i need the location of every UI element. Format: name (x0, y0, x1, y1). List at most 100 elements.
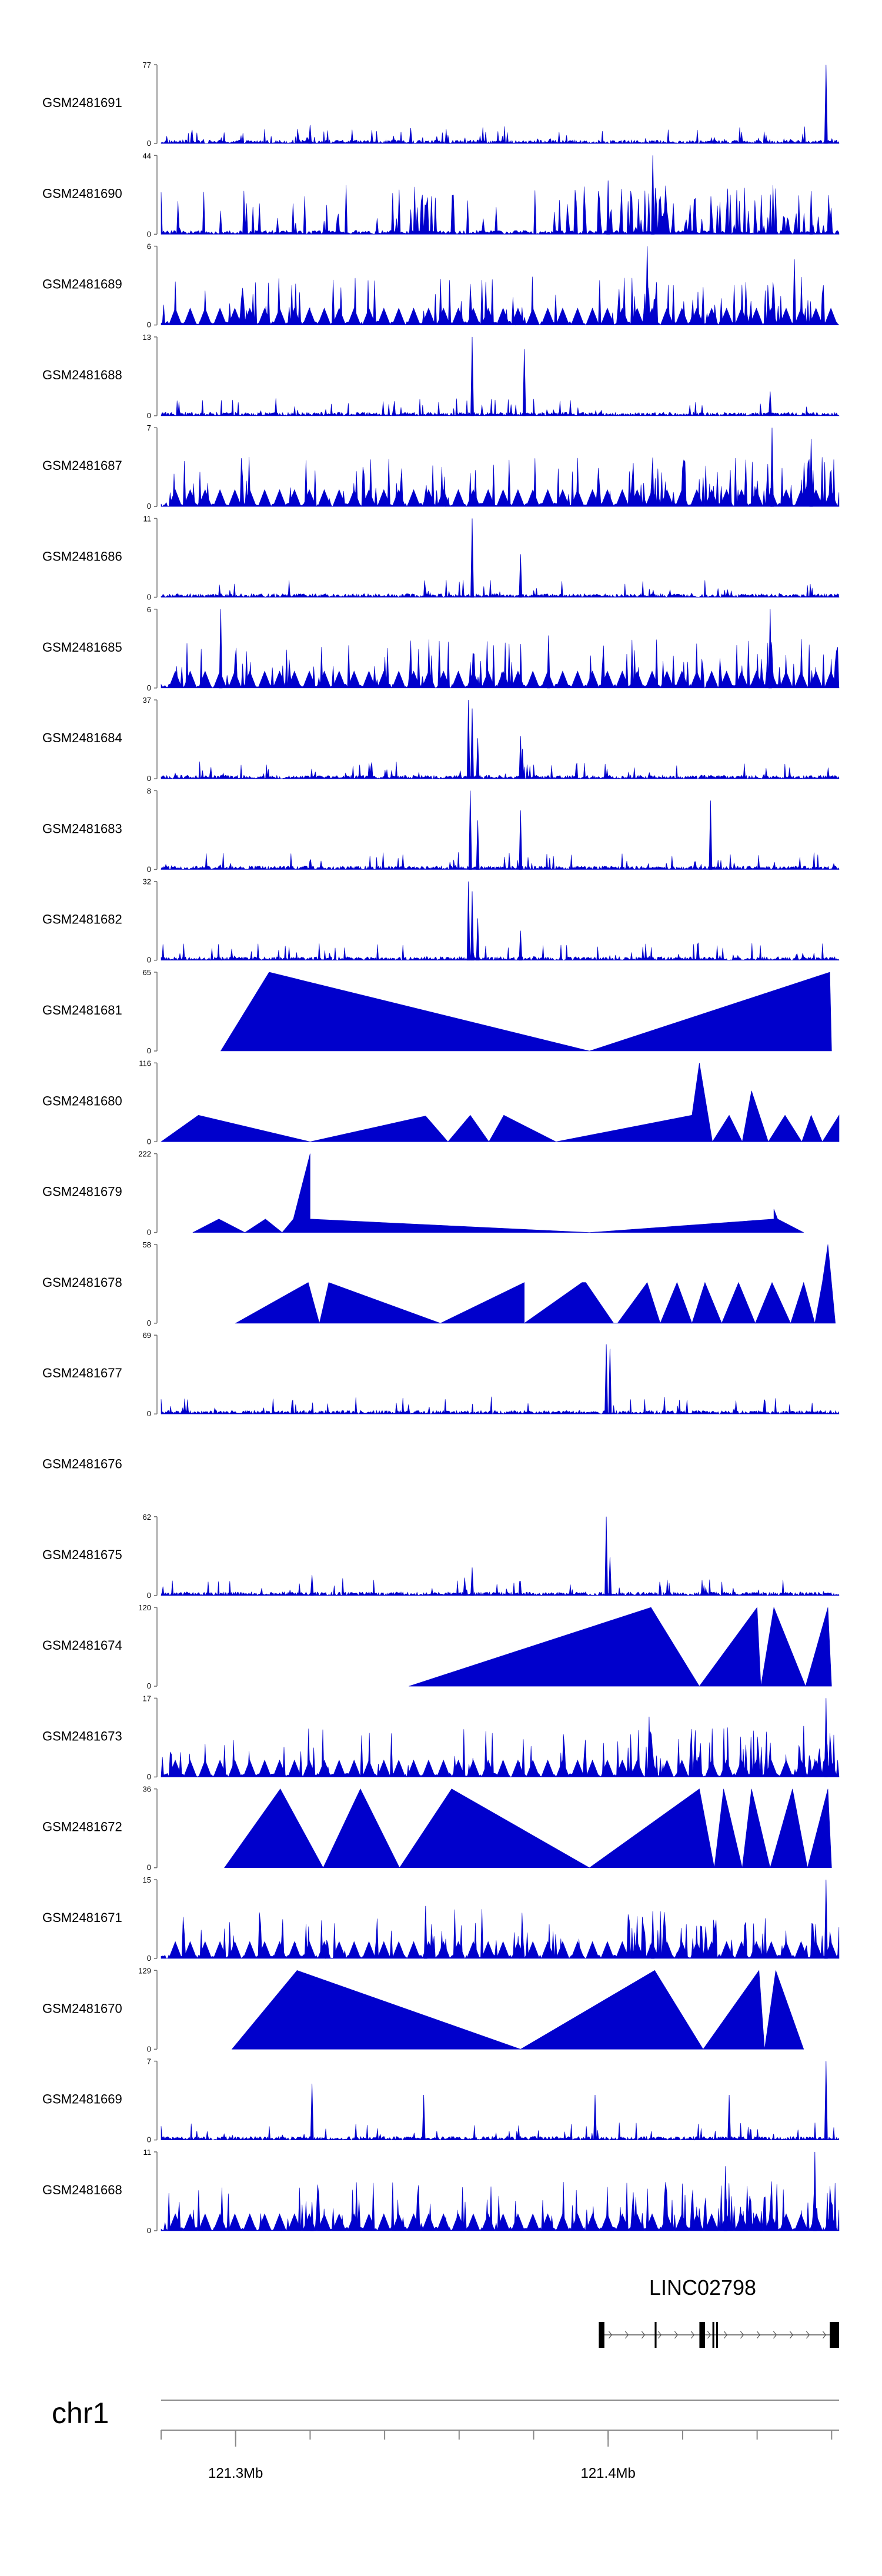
coverage-segment (570, 2213, 584, 2231)
coverage-peak (768, 391, 772, 416)
coverage-segment (168, 1759, 182, 1777)
y-max-label: 6 (147, 605, 151, 614)
coverage-segment (750, 1759, 763, 1777)
coverage-segment (302, 308, 316, 325)
coverage-peak (604, 1516, 609, 1596)
coverage-peak (219, 609, 223, 689)
axis-tick-label: 121.4Mb (580, 2465, 635, 2481)
coverage-segment (600, 308, 614, 325)
coverage-segment (570, 489, 584, 507)
y-max-label: 32 (143, 877, 151, 886)
y-min-label: 0 (147, 683, 151, 692)
coverage-segment (586, 2213, 599, 2231)
coverage-segment (452, 670, 465, 688)
coverage-segment (750, 308, 763, 325)
coverage-segment (318, 1759, 331, 1777)
track-GSM2481668: GSM2481668 11 0 (42, 2148, 840, 2235)
y-min-label: 0 (147, 502, 151, 510)
coverage-segment (526, 489, 540, 507)
coverage-segment (824, 489, 838, 507)
coverage-segment (764, 308, 779, 325)
coverage-peak (310, 1575, 314, 1596)
coverage-segment (332, 489, 346, 507)
coverage-segment (183, 2213, 197, 2231)
coverage-peak (466, 700, 470, 779)
track-GSM2481675: GSM2481675 62 0 (42, 1513, 840, 1600)
coverage-segment (779, 1759, 793, 1777)
coverage-peak (446, 135, 450, 144)
coverage-segment (422, 489, 436, 507)
coverage-segment (436, 489, 450, 507)
coverage-peak (308, 125, 312, 144)
track-GSM2481670: GSM2481670 129 0 (42, 1966, 804, 2053)
track-label: GSM2481687 (42, 458, 122, 473)
coverage-segment (377, 2213, 391, 2231)
coverage-peak (470, 518, 474, 598)
coverage-segment (347, 1941, 361, 1958)
coverage-segment (332, 670, 346, 688)
coverage-tracks: GSM2481691770GSM2481690440GSM248168960GS… (42, 61, 840, 2235)
y-max-label: 58 (143, 1240, 151, 1249)
coverage-segment (243, 1759, 257, 1777)
track-GSM2481672: GSM2481672 36 0 (42, 1785, 832, 1872)
coverage-segment (630, 670, 644, 688)
y-max-label: 37 (143, 696, 151, 705)
coverage-area (161, 942, 840, 961)
coverage-segment (422, 1759, 436, 1777)
coverage-area (161, 2123, 840, 2141)
gene-model (599, 2322, 839, 2348)
coverage-segment (734, 489, 749, 507)
coverage-segment (407, 670, 420, 688)
coverage-segment (511, 489, 525, 507)
track-GSM2481684: GSM2481684 37 0 (42, 696, 840, 783)
coverage-segment (824, 308, 838, 325)
coverage-segment (526, 308, 540, 325)
y-min-label: 0 (147, 1954, 151, 1963)
coverage-segment (496, 489, 510, 507)
coverage-segment (690, 489, 704, 507)
y-min-label: 0 (147, 1319, 151, 1327)
gene-track: LINC02798 (599, 2275, 839, 2348)
coverage-segment (332, 1941, 346, 1958)
coverage-peak (809, 439, 813, 507)
coverage-segment (407, 1941, 420, 1958)
coverage-peak (768, 609, 772, 689)
coverage-segment (660, 489, 674, 507)
coverage-peak (310, 2202, 314, 2231)
coverage-segment (496, 2213, 510, 2231)
coverage-segment (302, 1759, 316, 1777)
coverage-peak (409, 128, 413, 144)
coverage-segment (675, 308, 689, 325)
coverage-segment (452, 489, 465, 507)
axis-ticks (161, 2430, 833, 2447)
coverage-segment (452, 1759, 465, 1777)
track-GSM2481676: GSM2481676 (42, 1457, 122, 1471)
y-max-label: 17 (143, 1694, 151, 1703)
coverage-segment (511, 2213, 525, 2231)
coverage-peak (606, 180, 610, 235)
coverage-segment (720, 670, 734, 688)
coverage-segment (511, 1941, 525, 1958)
coverage-segment (600, 1759, 614, 1777)
track-label: GSM2481684 (42, 730, 122, 745)
coverage-segment (615, 308, 629, 325)
y-min-label: 0 (147, 229, 151, 238)
coverage-area (161, 1578, 840, 1596)
coverage-segment (511, 308, 525, 325)
coverage-segment (704, 670, 719, 688)
coverage-segment (183, 1941, 197, 1958)
coverage-segment (556, 308, 570, 325)
track-label: GSM2481675 (42, 1547, 122, 1562)
coverage-segment (198, 2213, 212, 2231)
gene-exon (712, 2322, 714, 2348)
coverage-segment (436, 1941, 450, 1958)
coverage-area (220, 972, 832, 1052)
coverage-segment (750, 489, 763, 507)
coverage-area (161, 580, 840, 598)
coverage-segment (183, 1759, 197, 1777)
coverage-area (231, 1970, 804, 2050)
coverage-segment (511, 670, 525, 688)
coverage-segment (377, 670, 391, 688)
coverage-segment (198, 308, 212, 325)
